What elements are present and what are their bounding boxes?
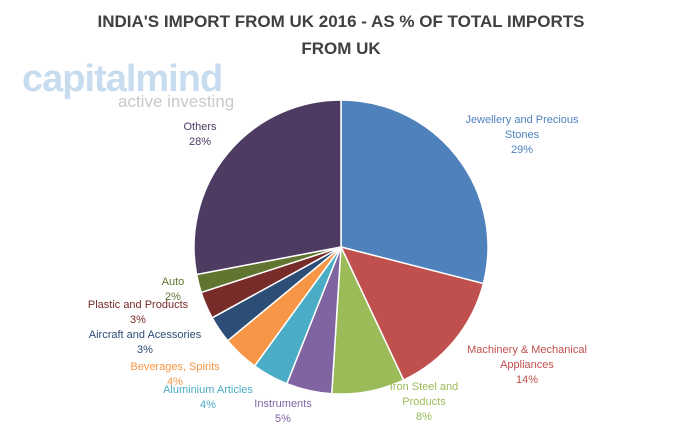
value-label: 14% xyxy=(515,374,539,386)
slice-label: Plastic and Products 3% xyxy=(63,298,213,328)
category-name: Aluminium Articles xyxy=(163,384,253,396)
value-label: 8% xyxy=(416,411,432,423)
chart-title: INDIA'S IMPORT FROM UK 2016 - AS % OF TO… xyxy=(97,12,585,58)
category-name: Beverages, Spirits xyxy=(130,361,220,373)
value-label: 5% xyxy=(275,413,291,425)
slice-label: Instruments 5% xyxy=(233,397,333,427)
value-label: 4% xyxy=(167,376,183,388)
category-name: Others xyxy=(183,121,217,133)
slice-label: Others 28% xyxy=(160,120,240,150)
slice-label: Jewellery and Precious Stones 29% xyxy=(452,113,592,158)
value-label: 28% xyxy=(188,136,212,148)
value-label: 3% xyxy=(130,314,146,326)
slice-label: Aluminium Articles 4% xyxy=(143,383,273,413)
slice-label: Beverages, Spirits 4% xyxy=(105,360,245,390)
value-label: 29% xyxy=(510,144,534,156)
slice-label: Machinery & Mechanical Appliances 14% xyxy=(467,343,587,388)
category-name: Plastic and Products xyxy=(87,299,189,311)
slice-label: Iron Steel and Products 8% xyxy=(379,380,469,425)
category-name: Iron Steel and Products xyxy=(389,381,459,408)
category-name: Auto xyxy=(161,276,185,288)
value-label: 4% xyxy=(200,399,216,411)
category-name: Jewellery and Precious Stones xyxy=(465,114,579,141)
pie-slice xyxy=(340,99,489,285)
slice-label: Auto 2% xyxy=(143,275,203,305)
category-name: Instruments xyxy=(254,398,312,410)
value-label: 2% xyxy=(165,291,181,303)
category-name: Machinery & Mechanical Appliances xyxy=(467,344,587,371)
pie-slice xyxy=(339,245,485,382)
pie-slice xyxy=(193,99,342,276)
category-name: Aircraft and Acessories xyxy=(88,329,202,341)
value-label: 3% xyxy=(137,344,153,356)
watermark-brand: capitalmind xyxy=(22,58,223,100)
watermark-tagline: active investing xyxy=(118,92,235,111)
slice-label: Aircraft and Acessories 3% xyxy=(65,328,225,358)
